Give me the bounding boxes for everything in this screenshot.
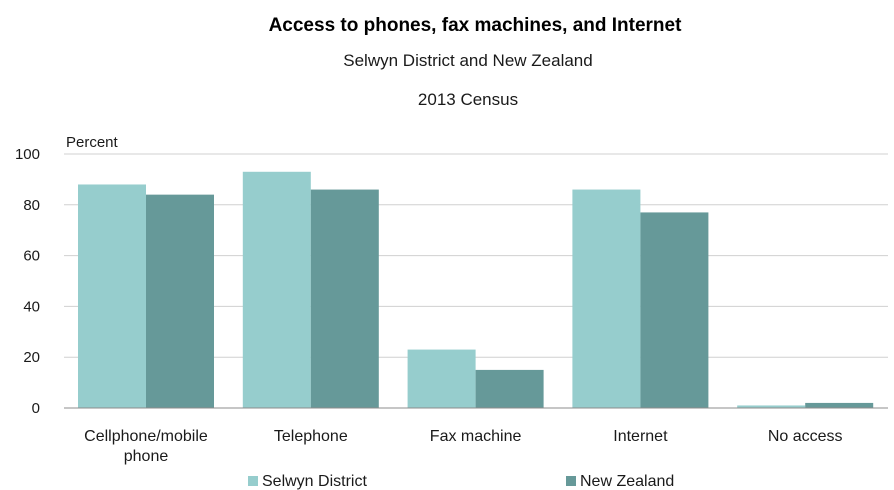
x-tick-label-4-0: No access [768,428,843,445]
bar-selwyn-district-4 [737,405,806,408]
x-tick-labels: Cellphone/mobile phone Telephone Fax machin… [84,428,842,465]
legend: Selwyn District New Zealand [248,473,674,490]
legend-swatch-new-zealand [566,476,576,486]
x-tick-label-2-0: Fax machine [430,428,522,445]
x-tick-label-0-1: phone [124,448,169,465]
bar-selwyn-district-0 [78,184,146,408]
y-tick-label-0: 0 [32,400,40,417]
bar-new-zealand-1 [310,189,379,408]
x-tick-label-3-0: Internet [613,428,668,445]
chart-subtitle: Selwyn District and New Zealand [343,51,592,70]
legend-label-new-zealand: New Zealand [580,473,674,490]
bar-new-zealand-3 [640,212,709,408]
y-axis-label: Percent [66,134,119,151]
y-tick-labels: 0 20 40 60 80 100 [15,146,40,417]
bar-new-zealand-2 [475,369,544,408]
chart-title: Access to phones, fax machines, and Inte… [269,15,683,36]
x-tick-label-0-0: Cellphone/mobile [84,428,208,445]
chart-subtitle-census: 2013 Census [418,90,518,109]
y-tick-label-40: 40 [23,298,40,315]
bar-new-zealand-0 [146,194,214,408]
bar-selwyn-district-3 [572,189,641,408]
bar-selwyn-district-2 [407,349,476,408]
y-tick-label-20: 20 [23,349,40,366]
x-tick-label-1-0: Telephone [274,428,348,445]
bars [78,171,874,408]
bar-new-zealand-4 [805,402,874,408]
bar-selwyn-district-1 [242,171,311,408]
legend-swatch-selwyn-district [248,476,258,486]
y-tick-label-100: 100 [15,146,40,163]
y-tick-label-60: 60 [23,248,40,265]
legend-label-selwyn-district: Selwyn District [262,473,367,490]
y-tick-label-80: 80 [23,197,40,214]
